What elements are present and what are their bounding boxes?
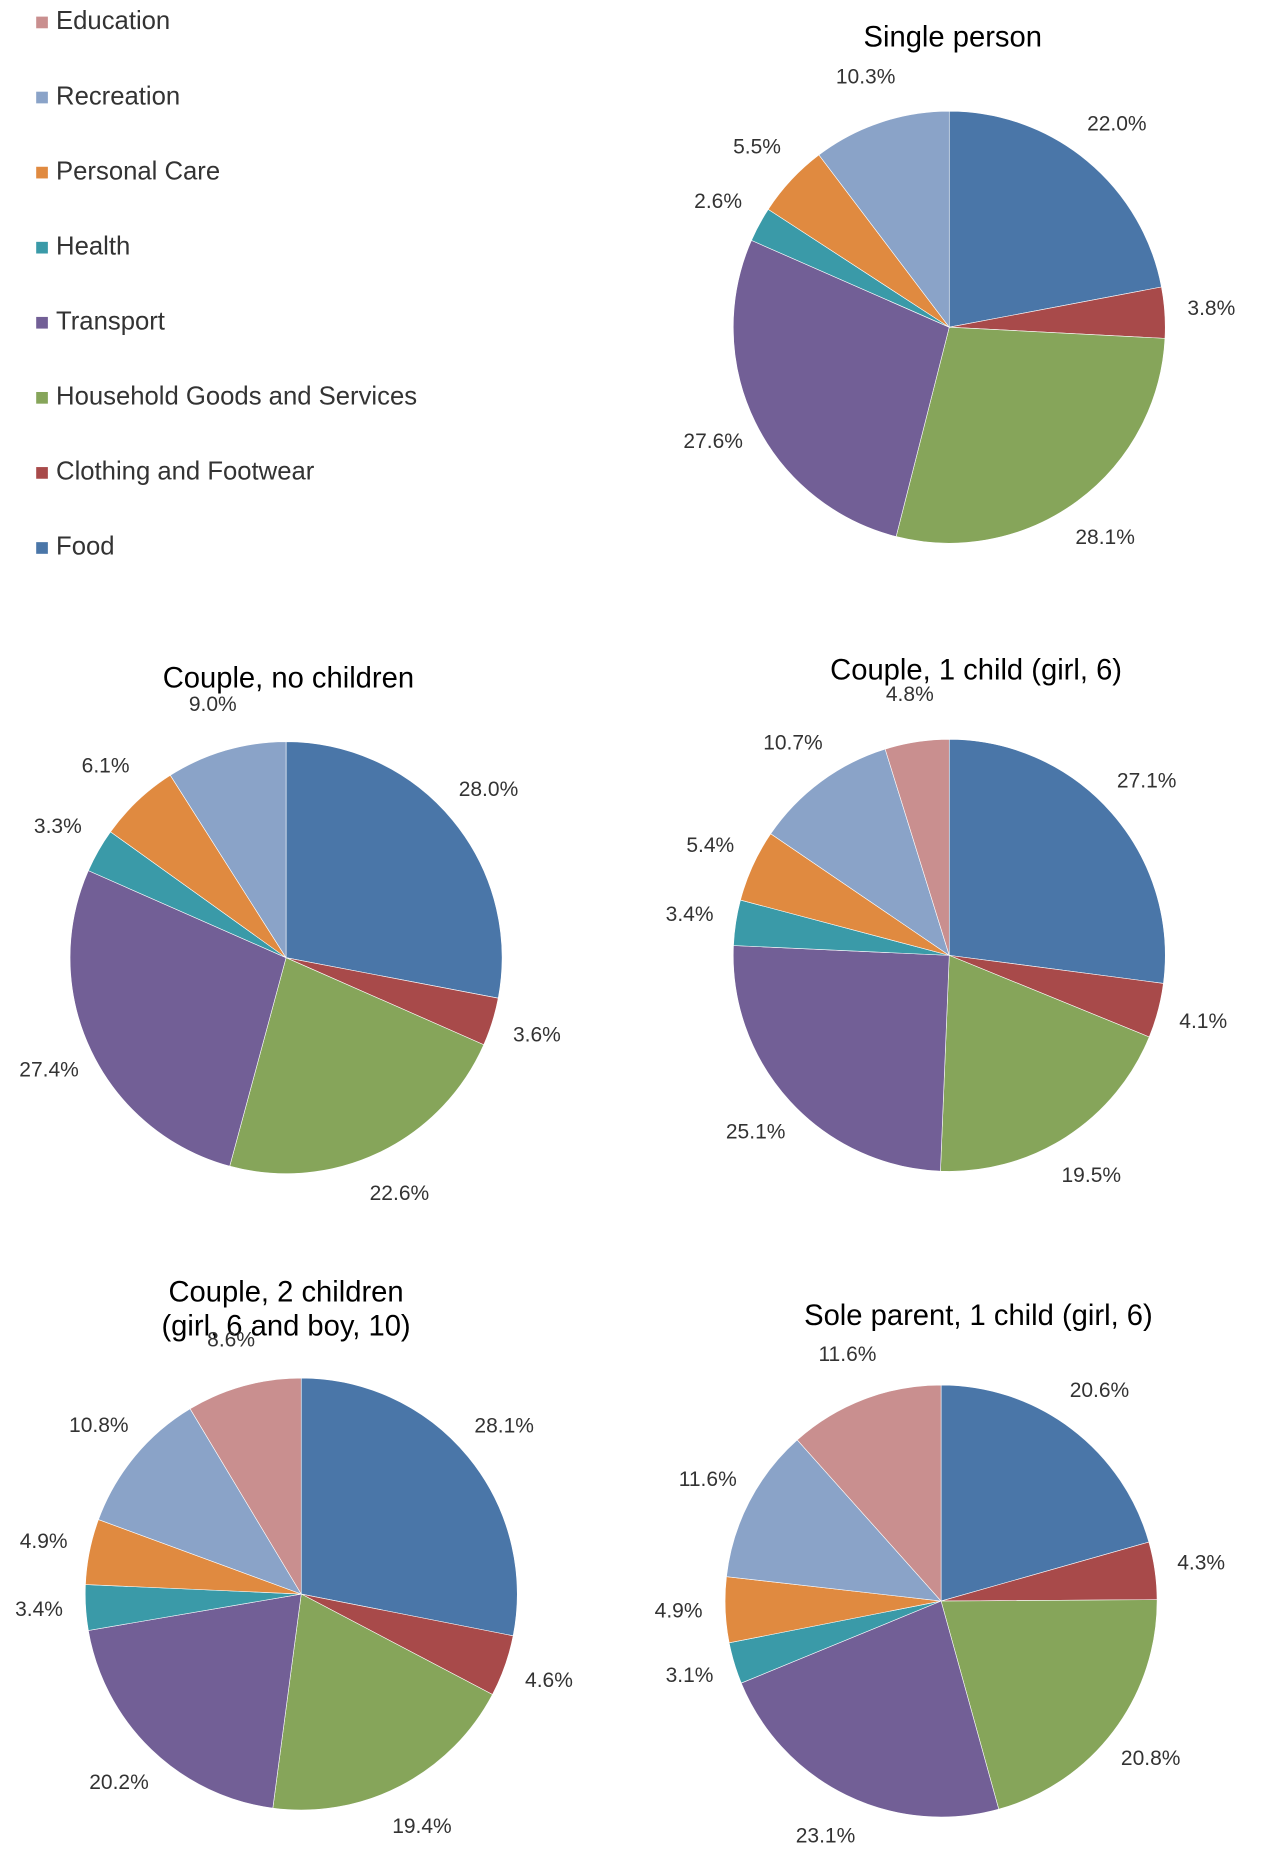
data-label: 8.6%	[207, 1328, 255, 1351]
data-label: 19.4%	[392, 1815, 452, 1838]
data-label: 5.5%	[733, 136, 781, 159]
pie-slice	[940, 1384, 1150, 1602]
pie-slice	[733, 240, 950, 537]
legend-swatch	[36, 241, 48, 254]
legend-label: Clothing and Footwear	[56, 458, 315, 486]
data-label: 4.9%	[20, 1530, 68, 1553]
data-label: 4.6%	[525, 1669, 573, 1692]
legend-swatch	[36, 166, 48, 179]
pie-slice	[229, 957, 485, 1174]
data-label: 9.0%	[189, 693, 237, 716]
chart-title: (girl, 6 and boy, 10)	[161, 1311, 410, 1343]
data-label: 4.9%	[655, 1599, 703, 1622]
data-label: 3.1%	[666, 1664, 714, 1687]
data-label: 22.6%	[370, 1182, 430, 1205]
pie-slice	[98, 1408, 302, 1595]
data-label: 20.8%	[1121, 1747, 1181, 1770]
legend-swatch	[36, 316, 48, 329]
pie-slice	[740, 1600, 1000, 1818]
data-label: 10.8%	[69, 1414, 129, 1437]
pie-slice	[796, 1384, 942, 1602]
pie-slice	[884, 739, 950, 956]
chart-title: Couple, 1 child (girl, 6)	[830, 654, 1122, 686]
legend-label: Health	[56, 232, 130, 260]
data-label: 27.6%	[683, 430, 743, 453]
pie-slice	[818, 110, 950, 329]
data-label: 6.1%	[82, 754, 130, 777]
data-label: 28.1%	[1075, 526, 1135, 549]
pie-slice	[948, 110, 1162, 328]
legend-swatch	[36, 542, 48, 554]
data-label: 28.1%	[474, 1415, 534, 1438]
data-label: 10.7%	[763, 732, 823, 755]
legend-swatch	[36, 91, 48, 104]
legend-swatch	[36, 467, 48, 479]
legend-swatch	[36, 16, 48, 29]
data-label: 2.6%	[694, 190, 742, 213]
data-label: 3.4%	[666, 903, 714, 926]
data-label: 20.2%	[89, 1771, 149, 1794]
data-label: 3.8%	[1187, 297, 1235, 320]
data-label: 3.4%	[15, 1598, 63, 1621]
legend-swatch	[36, 391, 48, 404]
pie-slice	[940, 954, 1150, 1172]
data-label: 11.6%	[679, 1468, 737, 1491]
pie-slice	[87, 1593, 302, 1809]
legend-label: Recreation	[56, 82, 180, 110]
pie-slice	[940, 1599, 1158, 1810]
data-label: 4.8%	[886, 683, 934, 706]
data-label: 3.6%	[513, 1023, 561, 1046]
data-label: 10.3%	[836, 66, 896, 89]
data-label: 4.1%	[1179, 1010, 1227, 1033]
data-label: 28.0%	[459, 778, 519, 801]
pie-slice	[169, 741, 287, 959]
data-label: 27.4%	[19, 1059, 79, 1082]
chart-title: Couple, no children	[163, 663, 414, 695]
legend-label: Education	[56, 7, 170, 35]
legend-label: Food	[56, 533, 115, 561]
legend-label: Personal Care	[56, 157, 220, 185]
data-label: 23.1%	[796, 1824, 856, 1847]
pie-slice	[770, 748, 950, 957]
data-label: 3.3%	[34, 815, 82, 838]
data-label: 22.0%	[1087, 112, 1147, 135]
pie-slice	[285, 741, 503, 999]
pie-slice	[726, 1439, 942, 1602]
pie-slice	[948, 739, 1166, 984]
pie-slice	[189, 1377, 302, 1596]
chart-title: Sole parent, 1 child (girl, 6)	[804, 1300, 1153, 1332]
chart-title: Single person	[864, 21, 1042, 53]
data-label: 20.6%	[1070, 1379, 1130, 1402]
data-label: 19.5%	[1062, 1164, 1122, 1187]
data-label: 4.3%	[1177, 1552, 1225, 1575]
data-label: 11.6%	[818, 1343, 876, 1366]
data-label: 27.1%	[1117, 770, 1177, 793]
pie-slice	[732, 945, 950, 1172]
chart-title: Couple, 2 children	[168, 1277, 403, 1309]
pie-slice	[895, 326, 1166, 544]
legend-label: Transport	[56, 308, 165, 336]
pie-slice	[300, 1377, 518, 1637]
data-label: 25.1%	[726, 1120, 786, 1143]
data-label: 5.4%	[686, 834, 734, 857]
legend-label: Household Goods and Services	[56, 383, 417, 411]
pie-slice	[272, 1593, 493, 1811]
pie-slice	[69, 870, 287, 1167]
